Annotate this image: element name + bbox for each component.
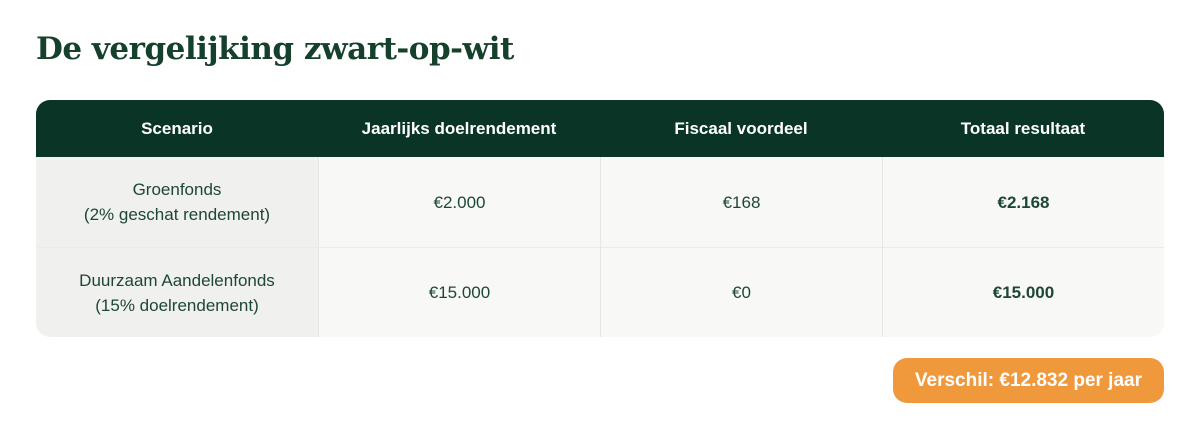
cell-fiscaal-voordeel: €0 (600, 247, 882, 337)
column-header-scenario: Scenario (141, 118, 213, 138)
cell-doelrendement: €2.000 (318, 157, 600, 247)
scenario-subtitle: (15% doelrendement) (95, 295, 259, 315)
scenario-name: Duurzaam Aandelenfonds (79, 270, 275, 290)
cell-scenario: Duurzaam Aandelenfonds (15% doelrendemen… (36, 247, 318, 337)
scenario-name: Groenfonds (132, 180, 222, 199)
cell-totaal-resultaat: €2.168 (882, 157, 1164, 247)
cell-fiscaal-voordeel: €168 (600, 157, 882, 247)
column-header-fiscaal-voordeel: Fiscaal voordeel (674, 118, 808, 138)
cell-totaal-resultaat: €15.000 (882, 247, 1164, 337)
comparison-table: Scenario Jaarlijks doelrendement Fiscaal… (36, 100, 1164, 337)
badge-row: Verschil: €12.832 per jaar (36, 358, 1164, 403)
page-title: De vergelijking zwart-op-wit (36, 31, 514, 67)
scenario-subtitle: (2% geschat rendement) (83, 205, 271, 224)
table-row-groenfonds: Groenfonds (2% geschat rendement) €2.000… (36, 157, 1164, 247)
table-header-row: Scenario Jaarlijks doelrendement Fiscaal… (36, 100, 1164, 157)
cell-scenario: Groenfonds (2% geschat rendement) (36, 157, 318, 247)
content-area: De vergelijking zwart-op-wit Scenario Ja… (36, 30, 1164, 403)
verschil-badge: Verschil: €12.832 per jaar (892, 358, 1164, 403)
table-row-duurzaam-aandelenfonds: Duurzaam Aandelenfonds (15% doelrendemen… (36, 247, 1164, 337)
column-header-totaal-resultaat: Totaal resultaat (960, 118, 1086, 138)
column-header-doelrendement: Jaarlijks doelrendement (361, 118, 557, 138)
cell-doelrendement: €15.000 (318, 247, 600, 337)
